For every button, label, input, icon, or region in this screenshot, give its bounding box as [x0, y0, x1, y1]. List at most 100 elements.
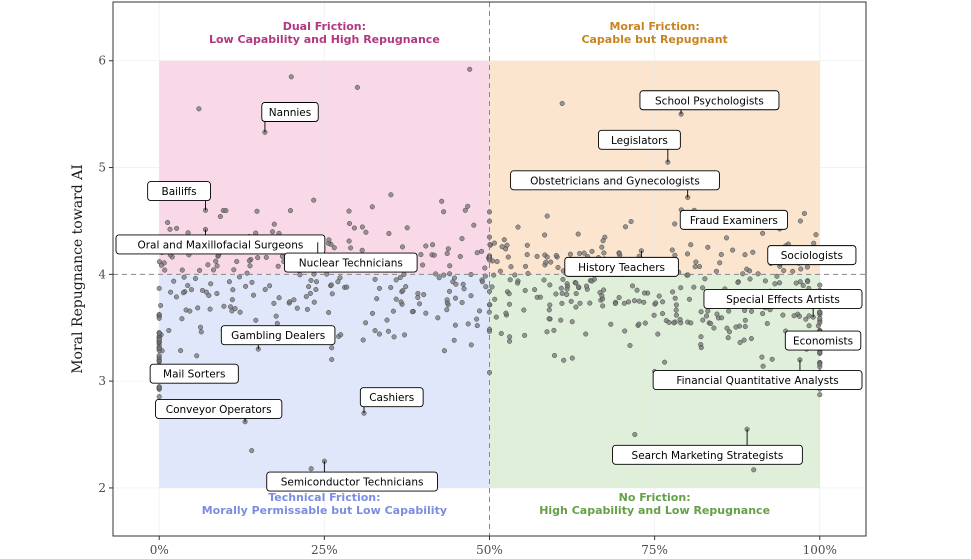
data-point	[656, 293, 662, 299]
data-point	[156, 315, 162, 321]
data-point	[811, 240, 817, 246]
data-point	[459, 236, 465, 242]
data-point	[271, 300, 277, 306]
data-point	[796, 313, 803, 319]
callout-nuclear-technicians: Nuclear Technicians	[284, 242, 418, 273]
data-point	[489, 284, 495, 290]
data-point	[156, 384, 162, 390]
data-point	[491, 240, 497, 246]
data-point	[441, 272, 447, 278]
data-point	[313, 279, 320, 285]
data-point	[445, 246, 451, 252]
callout-financial-quantitative-analysts: Financial Quantitative Analysts	[652, 359, 863, 391]
data-point	[564, 286, 570, 292]
data-point	[167, 226, 173, 232]
callout-sociologists: Sociologists	[767, 245, 857, 266]
callout-label: Nannies	[269, 107, 311, 119]
data-point	[465, 203, 471, 209]
data-point	[642, 320, 648, 326]
callout-label: Cashiers	[369, 392, 414, 404]
callout-label: Gambling Dealers	[231, 330, 325, 342]
data-point	[589, 248, 595, 254]
data-point	[194, 353, 200, 359]
data-point	[468, 293, 474, 299]
data-point	[275, 263, 281, 269]
data-point	[346, 220, 353, 227]
data-point	[273, 313, 279, 319]
data-point	[388, 284, 394, 291]
data-point	[543, 259, 549, 265]
callout-school-psychologists: School Psychologists	[639, 90, 780, 115]
data-point	[544, 329, 550, 335]
data-point	[453, 281, 459, 287]
data-point	[660, 311, 666, 317]
data-point	[725, 335, 731, 341]
data-point	[504, 242, 510, 248]
data-point	[559, 300, 565, 306]
callout-oral-and-maxillofacial-surgeons: Oral and Maxillofacial Surgeons	[115, 229, 326, 255]
data-point	[628, 218, 634, 225]
data-point	[348, 245, 354, 251]
data-point	[221, 303, 227, 309]
data-point	[750, 249, 756, 255]
data-point	[451, 337, 457, 343]
data-point	[346, 208, 352, 214]
data-point	[693, 259, 699, 265]
data-point	[397, 274, 403, 281]
data-point	[781, 268, 787, 274]
callout-box	[679, 209, 788, 230]
data-point	[759, 354, 765, 360]
data-point	[307, 290, 313, 296]
data-point	[390, 308, 396, 314]
data-point	[479, 279, 485, 285]
data-point	[329, 291, 335, 297]
data-point	[772, 281, 778, 287]
data-point	[359, 247, 365, 253]
callout-box	[784, 330, 862, 351]
data-point	[351, 225, 357, 231]
data-point	[705, 244, 711, 250]
data-point	[329, 356, 335, 363]
data-point	[537, 294, 543, 300]
data-point	[400, 288, 406, 294]
quadrant-title-moral: Moral Friction:	[609, 20, 699, 33]
data-point	[287, 208, 294, 214]
data-point	[662, 359, 668, 365]
data-point	[482, 265, 488, 271]
data-point	[805, 279, 811, 285]
data-point	[506, 301, 513, 307]
callout-label: Financial Quantitative Analysts	[676, 375, 838, 387]
data-point	[797, 218, 803, 224]
data-point	[714, 311, 720, 317]
data-point	[692, 264, 698, 270]
data-point	[717, 260, 723, 266]
data-point	[234, 258, 240, 265]
x-tick-label: 75%	[641, 543, 668, 557]
data-point	[482, 273, 488, 279]
data-point	[423, 310, 429, 316]
data-point	[452, 322, 458, 328]
data-point	[210, 267, 217, 273]
data-point	[158, 302, 164, 309]
data-point	[577, 250, 583, 257]
data-point	[328, 282, 334, 288]
data-point	[547, 282, 553, 288]
data-point	[263, 254, 269, 260]
data-point	[622, 328, 628, 334]
callout-bailiffs: Bailiffs	[147, 181, 211, 211]
callout-box	[266, 471, 438, 492]
data-point	[551, 327, 557, 333]
data-point	[760, 311, 766, 317]
data-point	[507, 277, 513, 283]
data-point	[713, 268, 719, 274]
data-point	[817, 282, 823, 288]
data-point	[156, 345, 162, 351]
label-layer: Nannies Bailiffs Oral and Maxillofacial Su…	[115, 90, 863, 492]
data-point	[515, 280, 521, 286]
data-point	[452, 295, 459, 301]
data-point	[393, 277, 399, 283]
data-point	[726, 329, 733, 335]
data-point	[733, 324, 739, 330]
data-point	[231, 267, 237, 273]
data-point	[303, 294, 309, 300]
